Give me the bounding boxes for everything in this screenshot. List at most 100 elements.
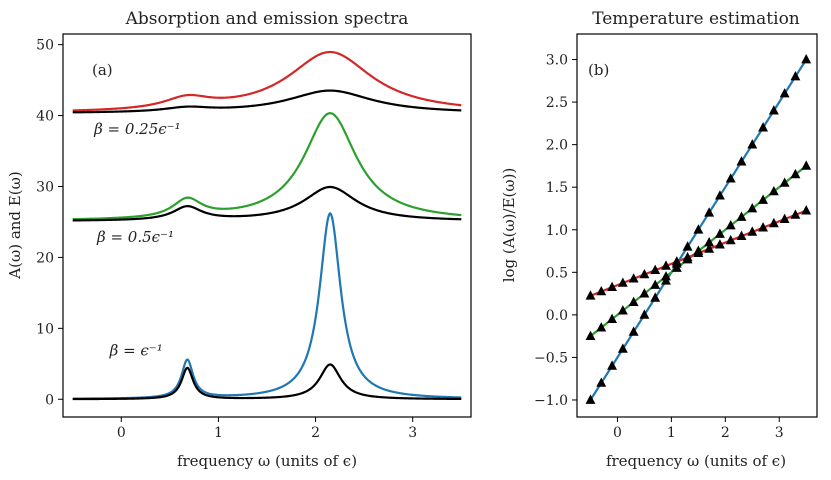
- panel-b-marker-0-25: [628, 273, 639, 283]
- panel-a-ytick-label: 30: [36, 179, 54, 195]
- panel-b-marker-0-5: [639, 288, 650, 298]
- panel-b-marker-0-25: [779, 213, 790, 223]
- panel-b-marker-: [768, 105, 779, 115]
- panel-a-xtick-label: 3: [408, 425, 417, 441]
- panel-b-marker-0-25: [801, 205, 812, 215]
- panel-b-marker-0-25: [704, 243, 715, 253]
- panel-b-marker-0-5: [628, 296, 639, 306]
- panel-a-ytick-label: 50: [36, 38, 54, 54]
- panel-b-label: (b): [588, 61, 609, 79]
- panel-a-ytick-label: 0: [45, 392, 54, 408]
- panel-b-ticks: 0 1 2 3 −1.0 −0.5 0.0 0.5 1.0 1.5 2.0 2.5 3.0: [534, 53, 784, 441]
- panel-a-series-emission-e-0-25: [72, 89, 462, 114]
- panel-b-marker-: [790, 71, 801, 81]
- panel-b-marker-0-25: [585, 290, 596, 300]
- panel-b-marker-0-5: [747, 202, 758, 213]
- panel-a-ytick-label: 20: [36, 250, 54, 266]
- panel-b-temperature: Temperature estimation 0 1 2 3 −1.0 −0.5 0.0 0.…: [500, 9, 818, 470]
- panel-b-marker-0-25: [607, 281, 618, 292]
- panel-b-marker-0-25: [714, 239, 725, 249]
- panel-b-marker-: [714, 190, 725, 200]
- panel-b-marker-0-25: [768, 217, 779, 228]
- panel-b-marker-0-25: [747, 226, 758, 236]
- panel-b-marker-: [693, 224, 704, 234]
- panel-a-frame: [62, 33, 472, 418]
- panel-a-series-absorption-a-0-5: [72, 112, 462, 221]
- panel-a-annotations: β = 0.25ϵ⁻¹ β = 0.5ϵ⁻¹ β = ϵ⁻¹: [93, 120, 181, 359]
- panel-a-xlabel: frequency ω (units of ϵ): [177, 452, 357, 470]
- panel-b-ytick-label: 2.0: [546, 138, 568, 154]
- panel-b-marker-0-25: [790, 209, 801, 219]
- panel-a-annotation-beta: β = ϵ⁻¹: [109, 341, 163, 359]
- panel-a-series-emission-e-0-5: [72, 185, 462, 222]
- panel-b-marker-: [607, 360, 618, 370]
- panel-b-marker-0-5: [671, 262, 682, 272]
- panel-b-marker-: [650, 292, 661, 302]
- panel-a-xtick-label: 2: [311, 425, 320, 441]
- panel-b-ytick-label: 1.0: [546, 223, 568, 239]
- panel-b-ytick-label: −1.0: [534, 393, 568, 409]
- panel-a-spectra: Absorption and emission spectra 0 1 2 30102…: [6, 9, 472, 470]
- panel-b-marker-0-5: [768, 185, 779, 196]
- panel-b-marker-0-5: [617, 305, 628, 315]
- panel-b-ytick-label: −0.5: [534, 350, 568, 366]
- panel-a-ytick-label: 10: [36, 321, 54, 337]
- panel-b-marker-: [682, 241, 693, 251]
- panel-b-marker-0-25: [758, 222, 769, 232]
- panel-b-frame: [576, 33, 818, 418]
- panel-b-marker-: [747, 139, 758, 149]
- panel-b-marker-0-25: [650, 264, 661, 275]
- panel-b-ytick-label: 2.5: [546, 95, 568, 111]
- panel-b-marker-0-5: [585, 330, 596, 340]
- panel-b-marker-: [617, 343, 628, 353]
- panel-b-xlabel: frequency ω (units of ϵ): [606, 452, 786, 470]
- panel-b-marker-0-5: [801, 160, 812, 170]
- panel-b-ylabel: log (A(ω)/E(ω)): [500, 168, 518, 283]
- panel-b-marker-0-25: [596, 285, 607, 296]
- panel-b-ytick-label: 0.5: [546, 265, 568, 281]
- panel-b-xtick-label: 3: [775, 425, 784, 441]
- panel-b-marker-0-5: [607, 313, 618, 323]
- panel-b-marker-0-5: [736, 211, 747, 221]
- panel-b-marker-0-25: [693, 247, 704, 258]
- panel-b-marker-0-25: [661, 260, 671, 270]
- panel-b-marker-0-25: [725, 234, 736, 245]
- panel-a-annotation-beta: β = 0.25ϵ⁻¹: [93, 120, 181, 138]
- panel-b-marker-: [704, 207, 715, 217]
- panel-b-xtick-label: 1: [667, 425, 676, 441]
- panel-a-xtick-label: 0: [117, 425, 126, 441]
- panel-b-marker-: [639, 309, 650, 319]
- panel-a-series-group: [72, 50, 462, 401]
- panel-b-marker-0-5: [790, 168, 801, 179]
- panel-a-label: (a): [92, 61, 113, 79]
- panel-b-marker-0-5: [758, 194, 769, 204]
- panel-b-marker-0-5: [704, 237, 715, 247]
- panel-b-marker-0-25: [736, 230, 747, 240]
- panel-b-marker-: [801, 54, 812, 64]
- panel-a-series-emission-e: [72, 363, 462, 401]
- panel-b-marker-0-5: [779, 177, 790, 187]
- panel-b-ytick-label: 1.5: [546, 180, 568, 196]
- panel-b-series-group: [585, 54, 812, 404]
- panel-b-xtick-label: 0: [613, 425, 622, 441]
- panel-b-marker-0-5: [650, 279, 661, 289]
- panel-b-marker-: [736, 156, 747, 166]
- panel-b-marker-0-5: [596, 322, 607, 332]
- panel-b-ytick-label: 0.0: [546, 308, 568, 324]
- panel-b-title: Temperature estimation: [592, 9, 800, 29]
- panel-b-xtick-label: 2: [721, 425, 730, 441]
- panel-a-title: Absorption and emission spectra: [125, 9, 409, 29]
- panel-a-xtick-label: 1: [214, 425, 223, 441]
- panel-b-marker-: [758, 122, 769, 132]
- panel-a-ytick-label: 40: [36, 109, 54, 125]
- panel-b-marker-0-5: [714, 228, 725, 238]
- panel-b-marker-: [628, 326, 639, 336]
- panel-b-marker-0-5: [661, 271, 671, 281]
- panel-b-marker-0-25: [639, 268, 650, 279]
- panel-b-marker-0-5: [725, 220, 736, 230]
- panel-b-marker-: [585, 394, 596, 404]
- panel-b-marker-: [725, 173, 736, 183]
- panel-a-ylabel: A(ω) and E(ω): [6, 171, 24, 279]
